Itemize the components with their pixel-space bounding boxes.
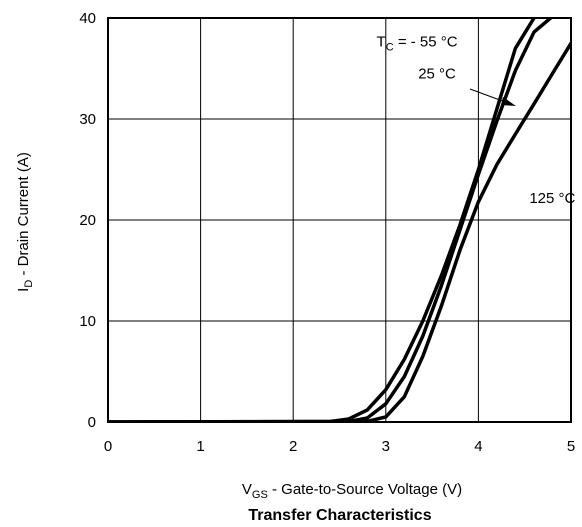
- grid-lines: [108, 18, 571, 422]
- series-line-1: [108, 18, 553, 422]
- annotations: TC = - 55 °C 25 °C 125 °C: [377, 33, 576, 207]
- annotation-label: 25 °C: [418, 66, 456, 83]
- x-tick-label: 2: [289, 438, 297, 455]
- x-tick-label: 5: [567, 438, 575, 455]
- y-tick-label: 20: [79, 212, 96, 229]
- series-line-0: [108, 18, 536, 422]
- annotation-label: TC = - 55 °C: [377, 33, 458, 53]
- x-axis-title-rest: - Gate-to-Source Voltage (V): [268, 481, 462, 498]
- y-axis-title-main: I: [15, 288, 32, 292]
- x-axis-title-sub: GS: [252, 489, 268, 501]
- y-tick-label: 30: [79, 111, 96, 128]
- chart-title: Transfer Characteristics: [248, 507, 431, 524]
- series-line-2: [108, 41, 571, 422]
- series-layer: [108, 18, 571, 422]
- annotation-arrow-head: [501, 97, 516, 106]
- x-tick-label: 1: [196, 438, 204, 455]
- x-tick-label: 0: [104, 438, 112, 455]
- annotation-arrow-line: [469, 88, 509, 104]
- y-tick-label: 0: [88, 414, 96, 431]
- y-tick-labels: 0 10 20 30 40: [79, 10, 96, 431]
- y-axis-title: ID - Drain Current (A): [15, 152, 35, 292]
- x-axis-title-main: V: [242, 481, 252, 498]
- x-tick-label: 3: [382, 438, 390, 455]
- y-tick-label: 10: [79, 313, 96, 330]
- y-tick-label: 40: [79, 10, 96, 27]
- y-axis-title-sub: D: [23, 280, 35, 288]
- x-tick-label: 4: [474, 438, 482, 455]
- annotation-label: 125 °C: [529, 190, 575, 207]
- x-tick-labels: 0 1 2 3 4 5: [104, 438, 575, 455]
- plot-frame: [107, 17, 572, 423]
- y-axis-title-rest: - Drain Current (A): [15, 152, 32, 280]
- x-axis-title: VGS - Gate-to-Source Voltage (V): [242, 481, 462, 501]
